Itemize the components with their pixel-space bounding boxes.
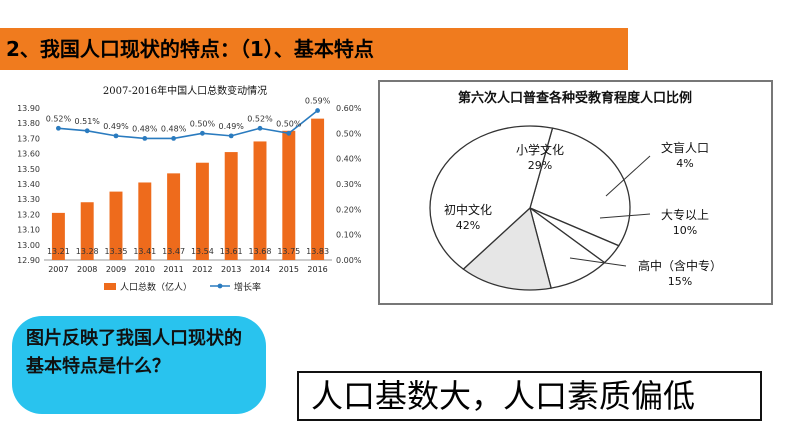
y-left-tick-label: 13.70	[17, 134, 40, 143]
y-left-tick-label: 13.20	[17, 210, 40, 219]
pie-slice	[429, 125, 554, 270]
legend-line-label: 增长率	[234, 281, 261, 293]
growth-rate-label: 0.50%	[276, 119, 302, 128]
pie-slice-value: 4%	[676, 157, 693, 170]
pie-slice	[529, 127, 631, 247]
y-left-tick-label: 13.30	[17, 195, 40, 204]
pie-slice	[462, 206, 552, 291]
y-right-tick-label: 0.30%	[336, 180, 362, 189]
bar	[311, 118, 325, 260]
growth-rate-point	[228, 133, 234, 139]
y-left-tick-label: 13.10	[17, 226, 40, 235]
pie-slice-label: 小学文化	[516, 142, 564, 157]
bar	[80, 202, 94, 260]
legend-line-marker	[217, 283, 223, 289]
x-tick-label: 2013	[221, 265, 241, 274]
bar-value-label: 13.41	[133, 247, 156, 256]
growth-rate-label: 0.49%	[218, 122, 244, 131]
question-bubble: 图片反映了我国人口现状的基本特点是什么？	[12, 316, 266, 414]
growth-rate-label: 0.52%	[247, 114, 273, 123]
answer-box: 人口基数大，人口素质偏低	[297, 371, 762, 421]
y-right-tick-label: 0.00%	[336, 256, 362, 265]
leader-line	[605, 155, 651, 197]
slide-title: 2、我国人口现状的特点：（1）、基本特点	[0, 28, 628, 70]
y-left-tick-label: 13.40	[17, 180, 40, 189]
legend-bar-label: 人口总数（亿人）	[120, 281, 192, 293]
bar-value-label: 13.61	[220, 247, 243, 256]
pie-slice-label: 初中文化	[444, 202, 492, 217]
education-pie-chart: 第六次人口普查各种受教育程度人口比例小学文化 29% 文盲人口 4% 大专以上 10% 高中…	[378, 80, 773, 305]
x-tick-label: 2016	[307, 265, 327, 274]
x-tick-label: 2009	[106, 265, 126, 274]
pie-slice-value: 42%	[456, 219, 480, 232]
bar	[138, 182, 152, 260]
growth-rate-label: 0.49%	[103, 122, 129, 131]
growth-rate-point	[113, 133, 119, 139]
x-tick-label: 2008	[77, 265, 97, 274]
pie-slice-value: 15%	[668, 275, 692, 288]
bar-value-label: 13.47	[162, 247, 185, 256]
y-right-tick-label: 0.50%	[336, 129, 362, 138]
bar-value-label: 13.21	[47, 247, 70, 256]
legend-bar-swatch	[104, 283, 116, 290]
y-right-tick-label: 0.10%	[336, 231, 362, 240]
y-left-tick-label: 13.90	[17, 104, 40, 113]
growth-rate-line	[58, 109, 319, 140]
growth-rate-label: 0.48%	[132, 124, 158, 133]
chart1-title: 2007-2016年中国人口总数变动情况	[103, 84, 267, 97]
growth-rate-label: 0.51%	[74, 117, 100, 126]
pie-slice-value: 10%	[673, 224, 697, 237]
bar	[253, 141, 267, 260]
chart2-title: 第六次人口普查各种受教育程度人口比例	[458, 90, 692, 106]
bar-value-label: 13.75	[277, 247, 300, 256]
bar	[195, 162, 209, 260]
bar-value-label: 13.54	[191, 247, 214, 256]
x-tick-label: 2015	[279, 265, 299, 274]
x-tick-label: 2007	[48, 265, 68, 274]
y-left-tick-label: 13.50	[17, 165, 40, 174]
bar	[224, 152, 238, 260]
bar	[167, 173, 181, 260]
pie-slice-label: 文盲人口	[661, 140, 709, 155]
growth-rate-point	[171, 136, 177, 141]
leader-line	[599, 213, 651, 219]
population-chart-svg: 2007-2016年中国人口总数变动情况 12.90 13.00 13.10 13.20…	[17, 84, 362, 293]
bar-value-label: 13.68	[249, 247, 272, 256]
growth-rate-label: 0.50%	[190, 119, 216, 128]
y-left-tick-label: 13.80	[17, 119, 40, 128]
growth-rate-point	[142, 136, 148, 141]
y-right-tick-label: 0.60%	[336, 104, 362, 113]
population-chart: 2007-2016年中国人口总数变动情况 12.90 13.00 13.10 13.20…	[4, 80, 366, 305]
growth-rate-label: 0.48%	[161, 124, 187, 133]
growth-rate-point	[56, 125, 61, 131]
y-left-tick-label: 13.00	[17, 241, 40, 250]
bar	[51, 212, 65, 260]
leader-line	[569, 257, 627, 267]
bar	[109, 191, 123, 260]
pie-slice-label: 高中（含中专）	[638, 258, 722, 273]
bar-value-label: 13.83	[306, 247, 329, 256]
growth-rate-label: 0.59%	[305, 97, 331, 106]
x-tick-label: 2010	[135, 265, 155, 274]
y-right-tick-label: 0.40%	[336, 155, 362, 164]
x-tick-label: 2012	[192, 265, 212, 274]
bar	[282, 130, 296, 260]
x-tick-label: 2014	[250, 265, 270, 274]
growth-rate-point	[257, 125, 263, 131]
growth-rate-point	[84, 128, 90, 134]
growth-rate-point	[286, 130, 292, 136]
bar-value-label: 13.28	[76, 247, 99, 256]
growth-rate-point	[200, 130, 205, 136]
x-tick-label: 2011	[163, 265, 183, 274]
pie-slice-label: 大专以上	[661, 207, 709, 222]
y-right-tick-label: 0.20%	[336, 205, 362, 214]
bar-value-label: 13.35	[105, 247, 128, 256]
y-left-tick-label: 12.90	[17, 256, 40, 265]
y-left-tick-label: 13.60	[17, 150, 40, 159]
growth-rate-label: 0.52%	[46, 114, 72, 123]
growth-rate-point	[315, 108, 320, 113]
pie-slice-value: 29%	[528, 159, 552, 172]
